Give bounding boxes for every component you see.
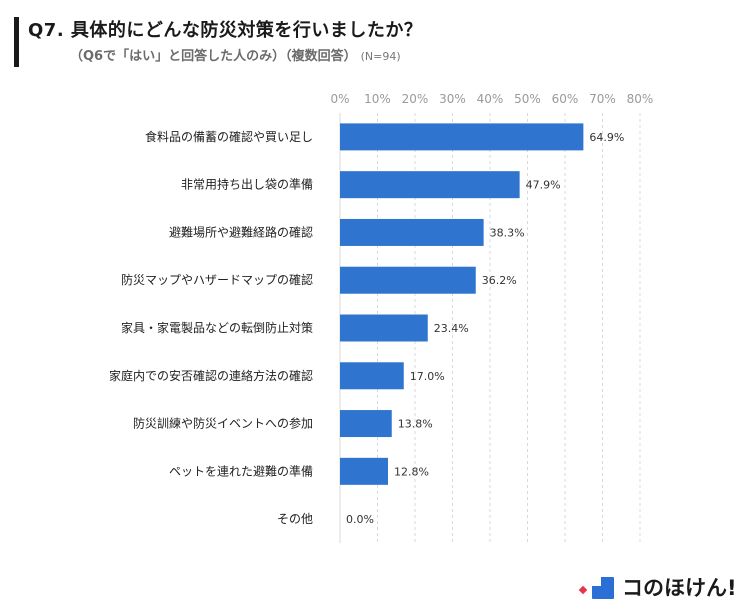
bar <box>340 314 428 342</box>
category-label: 家具・家電製品などの転倒防止対策 <box>121 320 313 335</box>
chart-subtitle: （Q6で「はい」と回答した人のみ）（複数回答） (N=94) <box>70 45 401 64</box>
logo-mark-icon <box>578 577 614 599</box>
bar <box>340 171 520 199</box>
bar <box>340 266 476 294</box>
x-tick-label: 50% <box>514 92 541 106</box>
category-label: 避難場所や避難経路の確認 <box>169 224 313 239</box>
value-label: 47.9% <box>526 179 561 192</box>
x-tick-label: 30% <box>439 92 466 106</box>
x-tick-label: 0% <box>330 92 349 106</box>
x-tick-label: 10% <box>364 92 391 106</box>
brand-logo: コのほけん! <box>578 572 738 600</box>
bar <box>340 362 404 390</box>
subtitle-text: （Q6で「はい」と回答した人のみ）（複数回答） <box>70 49 357 64</box>
x-tick-label: 40% <box>477 92 504 106</box>
bar <box>340 457 388 485</box>
title-accent-bar <box>14 17 19 67</box>
value-label: 12.8% <box>394 465 429 478</box>
x-tick-label: 60% <box>552 92 579 106</box>
category-label: 防災訓練や防災イベントへの参加 <box>133 416 313 431</box>
x-tick-label: 70% <box>589 92 616 106</box>
chart-title: Q7. 具体的にどんな防災対策を行いましたか？ <box>28 20 423 41</box>
x-tick-label: 20% <box>402 92 429 106</box>
category-label: その他 <box>277 512 313 526</box>
value-label: 23.4% <box>434 322 469 335</box>
bar <box>340 410 392 438</box>
value-label: 13.8% <box>398 418 433 431</box>
category-label: 家庭内での安否確認の連絡方法の確認 <box>109 368 313 383</box>
category-label: 非常用持ち出し袋の準備 <box>181 177 313 192</box>
category-label: ペットを連れた避難の準備 <box>169 463 313 478</box>
x-tick-label: 80% <box>627 92 654 106</box>
value-label: 0.0% <box>346 513 374 526</box>
category-label: 防災マップやハザードマップの確認 <box>121 272 313 287</box>
value-label: 38.3% <box>490 226 525 239</box>
category-label: 食料品の備蓄の確認や買い足し <box>145 129 313 144</box>
value-label: 64.9% <box>589 131 624 144</box>
sample-size: (N=94) <box>360 50 401 63</box>
bar <box>340 218 484 246</box>
logo-text: コのほけん! <box>622 576 737 600</box>
value-label: 36.2% <box>482 274 517 287</box>
value-label: 17.0% <box>410 370 445 383</box>
bar <box>340 123 584 151</box>
